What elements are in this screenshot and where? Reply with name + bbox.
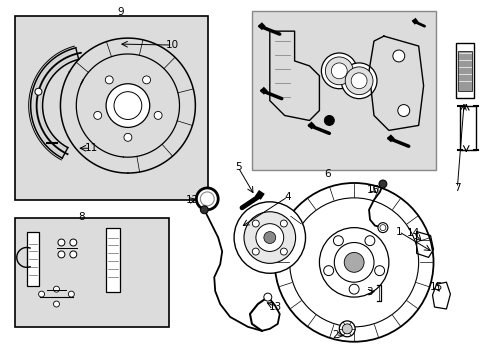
Circle shape [334,243,373,282]
Circle shape [70,251,77,258]
Circle shape [142,76,150,84]
Circle shape [200,206,208,214]
Bar [251,11,435,170]
Bar [27,231,39,286]
Circle shape [274,183,433,342]
Text: 12: 12 [185,195,199,205]
Text: 9: 9 [118,7,124,17]
Circle shape [200,192,214,206]
Text: 8: 8 [78,212,84,222]
Circle shape [377,223,387,233]
Circle shape [252,248,259,255]
Bar [455,43,473,98]
Circle shape [378,180,386,188]
Circle shape [53,301,60,307]
Circle shape [234,202,305,273]
Text: 3: 3 [365,287,371,297]
Text: 13: 13 [268,302,282,312]
Circle shape [106,84,149,127]
Circle shape [324,116,334,125]
Text: 10: 10 [165,40,179,50]
Circle shape [374,266,384,276]
Text: 1: 1 [395,226,401,237]
Circle shape [289,198,418,327]
Text: 7: 7 [453,183,460,193]
Circle shape [323,266,333,276]
Circle shape [331,63,346,79]
Circle shape [58,251,65,258]
Bar [457,51,471,91]
Circle shape [196,188,218,210]
Circle shape [392,50,404,62]
Circle shape [397,105,409,117]
Circle shape [53,286,60,292]
Circle shape [39,291,44,297]
Bar [106,228,120,292]
Circle shape [280,248,287,255]
Circle shape [333,236,343,246]
Circle shape [379,225,385,231]
Circle shape [350,73,366,89]
Circle shape [255,224,283,251]
Circle shape [280,220,287,227]
Circle shape [154,112,162,120]
Text: 16: 16 [366,185,379,195]
Circle shape [68,291,74,297]
Circle shape [348,284,358,294]
Text: 11: 11 [84,143,98,153]
Circle shape [342,324,351,334]
Circle shape [123,133,132,141]
Text: 6: 6 [324,169,330,179]
Circle shape [244,212,295,264]
Text: 5: 5 [234,162,241,172]
Circle shape [364,236,374,246]
Text: 2: 2 [331,330,338,340]
Circle shape [105,76,113,84]
Circle shape [344,252,364,272]
Circle shape [252,220,259,227]
Circle shape [35,88,42,95]
Circle shape [321,53,356,89]
Text: 4: 4 [284,192,290,202]
Circle shape [341,63,376,99]
Circle shape [325,57,352,85]
Bar [15,218,168,327]
Circle shape [339,321,354,337]
Text: 14: 14 [406,228,420,238]
Circle shape [70,239,77,246]
Bar [15,16,208,200]
Circle shape [264,231,275,243]
Circle shape [94,112,102,120]
Text: 15: 15 [429,282,442,292]
Bar [459,105,475,150]
Circle shape [114,92,142,120]
Circle shape [264,293,271,301]
Circle shape [345,67,372,95]
Circle shape [319,228,388,297]
Circle shape [58,239,65,246]
